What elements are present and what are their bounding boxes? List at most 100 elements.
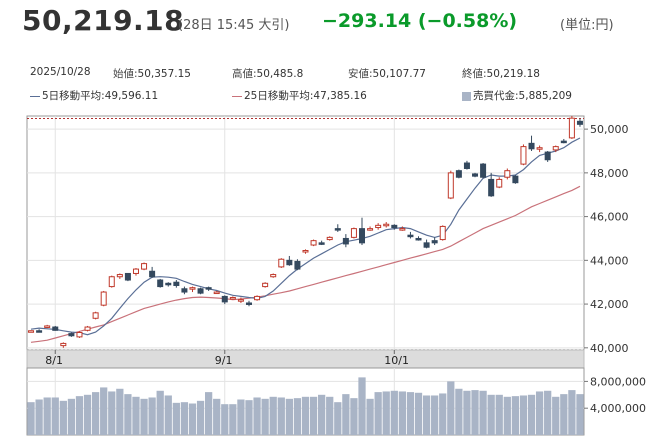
volume-bar bbox=[245, 400, 253, 435]
candle-body bbox=[520, 146, 527, 165]
candle-body bbox=[229, 297, 236, 300]
legend-ma25-value: 47,385.16 bbox=[313, 90, 367, 102]
candle-body bbox=[310, 240, 317, 246]
price-tick-label: 40,000 bbox=[590, 342, 629, 355]
candle-body bbox=[383, 223, 390, 227]
price-change: −293.14 (−0.58%) bbox=[322, 10, 518, 32]
candle-body bbox=[100, 291, 107, 306]
price-tick-label: 44,000 bbox=[590, 254, 629, 267]
candle-body bbox=[359, 228, 366, 244]
volume-tick-label: 8,000,000 bbox=[590, 375, 646, 388]
candle-body bbox=[560, 140, 567, 144]
legend-ma25-label: 25日移動平均: bbox=[244, 90, 314, 102]
candle-body bbox=[278, 258, 285, 268]
legend-volume-value: 5,885,209 bbox=[518, 90, 572, 102]
candle-body bbox=[221, 295, 228, 303]
volume-bar bbox=[293, 398, 302, 435]
candle-body bbox=[108, 276, 115, 288]
volume-bar bbox=[382, 391, 390, 435]
volume-bar bbox=[326, 396, 334, 435]
volume-bar bbox=[124, 394, 132, 435]
candle-body bbox=[189, 287, 196, 290]
volume-bar bbox=[511, 396, 520, 435]
candle-body bbox=[124, 272, 131, 281]
date-tick-label: 10/1 bbox=[384, 354, 409, 367]
candle-body bbox=[84, 326, 91, 331]
price-y-axis: 40,000 42,000 44,000 46,000 48,000 50,000 bbox=[584, 123, 629, 355]
candle-body bbox=[245, 302, 252, 305]
volume-bar bbox=[447, 381, 455, 435]
volume-bar bbox=[479, 390, 487, 435]
volume-bar bbox=[358, 377, 366, 435]
current-price: 50,219.18 bbox=[22, 4, 185, 37]
volume-bar bbox=[431, 395, 439, 435]
volume-bar bbox=[140, 398, 148, 435]
candle-body bbox=[116, 274, 123, 278]
info-low-label: 安値: bbox=[348, 68, 373, 80]
candle-body bbox=[367, 228, 374, 231]
volume-bar bbox=[366, 398, 374, 435]
legend-volume-label: 売買代金: bbox=[473, 90, 519, 102]
info-high-value: 50,485.8 bbox=[256, 68, 304, 80]
candle-body bbox=[512, 175, 519, 184]
candle-body bbox=[302, 249, 309, 253]
candle-body bbox=[536, 147, 543, 150]
candle-body bbox=[44, 325, 51, 328]
volume-bar bbox=[164, 395, 172, 435]
candle-body bbox=[237, 299, 244, 302]
candle-body bbox=[213, 291, 220, 295]
legend-ma5-value: 49,596.11 bbox=[104, 90, 159, 102]
volume-bar bbox=[188, 403, 197, 435]
price-timestamp: (28日 15:45 大引) bbox=[178, 18, 290, 33]
volume-bar bbox=[108, 391, 116, 435]
date-tick-label: 9/1 bbox=[215, 354, 233, 367]
ma25-line-swatch bbox=[232, 95, 242, 97]
price-tick-label: 42,000 bbox=[590, 298, 629, 311]
candle-body bbox=[334, 228, 341, 231]
volume-bar bbox=[204, 392, 213, 435]
volume-bar bbox=[91, 392, 100, 435]
volume-bar bbox=[196, 400, 205, 435]
volume-bar bbox=[180, 402, 189, 435]
ma5-line bbox=[30, 137, 581, 336]
candle-body bbox=[132, 268, 139, 274]
volume-bar bbox=[568, 390, 576, 435]
info-high-label: 高値: bbox=[232, 68, 257, 80]
candle-body bbox=[157, 279, 164, 288]
candle-body bbox=[173, 281, 180, 286]
volume-bar bbox=[350, 398, 358, 435]
candle-body bbox=[68, 333, 75, 337]
legend-ma25: 25日移動平均:47,385.16 bbox=[232, 88, 367, 103]
info-close-label: 終値: bbox=[462, 68, 487, 80]
price-tick-label: 46,000 bbox=[590, 211, 629, 224]
candle-body bbox=[92, 312, 99, 319]
info-high: 高値:50,485.8 bbox=[232, 66, 303, 81]
volume-bar bbox=[544, 390, 552, 435]
price-grid bbox=[26, 115, 585, 351]
volume-bar bbox=[471, 390, 479, 435]
candle-body bbox=[528, 142, 535, 150]
volume-layer bbox=[26, 367, 585, 436]
candle-body bbox=[294, 260, 301, 270]
volume-bar bbox=[398, 391, 407, 435]
volume-bar bbox=[51, 397, 59, 435]
volume-bar bbox=[406, 392, 415, 435]
candle-body bbox=[149, 270, 156, 278]
candle-body bbox=[165, 282, 172, 286]
candle-body bbox=[318, 242, 325, 245]
volume-bar bbox=[318, 394, 326, 435]
volume-bar bbox=[439, 393, 447, 435]
volume-bar bbox=[576, 394, 584, 435]
candle-body bbox=[496, 178, 503, 188]
volume-bar bbox=[374, 392, 382, 435]
volume-bar bbox=[527, 394, 536, 435]
ma25-line bbox=[30, 185, 581, 343]
volume-bar bbox=[301, 396, 310, 435]
volume-bar bbox=[237, 399, 245, 435]
candle-body bbox=[399, 228, 406, 231]
candle-body bbox=[205, 287, 212, 290]
volume-bar bbox=[156, 390, 164, 435]
candle-body bbox=[407, 234, 414, 238]
volume-bar bbox=[100, 387, 108, 435]
candle-body bbox=[181, 288, 188, 293]
